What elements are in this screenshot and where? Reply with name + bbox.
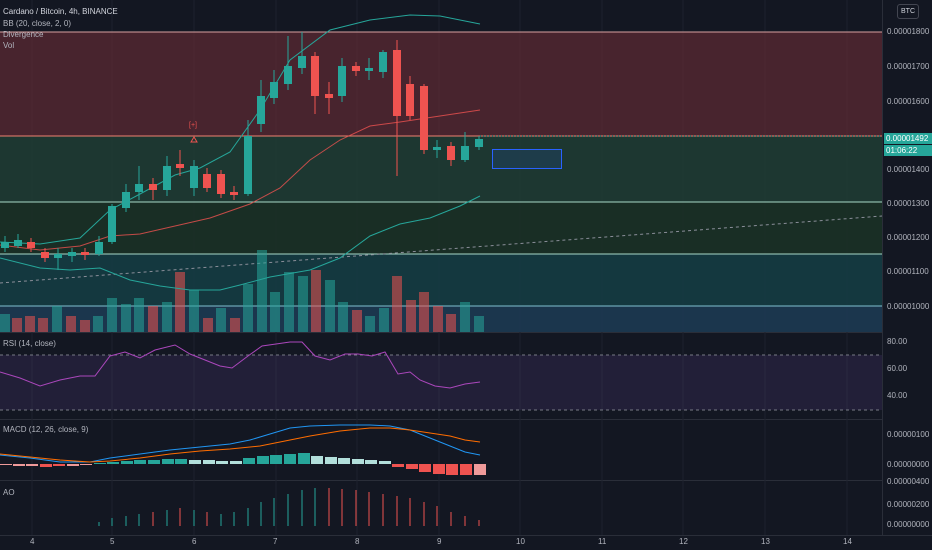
support-zone-1 [0,136,882,202]
price-tick: 0.00001800 [887,27,930,36]
price-axis[interactable] [882,0,932,536]
ao-indicator-label[interactable]: AO [3,488,15,497]
time-tick: 14 [843,537,852,546]
symbol-title: Cardano / Bitcoin, 4h, BINANCE [3,7,118,16]
time-tick: 9 [437,537,442,546]
time-tick: 8 [355,537,360,546]
currency-scale-button[interactable]: BTC [897,4,919,19]
bb-upper [0,14,481,245]
bb-lower [0,195,481,291]
macd-tick: 0.00000100 [887,430,930,439]
support-zone-2 [0,202,882,254]
time-tick: 13 [761,537,770,546]
current-price-tag: 0.00001492 [884,133,932,144]
bar-countdown: 01:06:22 [884,145,932,156]
price-tick: 0.00001300 [887,199,930,208]
time-tick: 6 [192,537,197,546]
price-tick: 0.00001000 [887,302,930,311]
ao-tick: 0.00000200 [887,500,930,509]
volume-indicator-label[interactable]: Vol [3,41,15,50]
divergence-arrow [190,136,198,143]
rsi-pane[interactable] [0,333,882,473]
rsi-tick: 60.00 [887,364,908,373]
price-tick: 0.00001400 [887,165,930,174]
ao-histogram [98,488,480,526]
candles [1,32,483,270]
price-tick: 0.00001100 [887,267,929,276]
price-tick: 0.00001600 [887,97,930,106]
rsi-band [0,355,882,410]
rsi-tick: 40.00 [887,391,908,400]
bb-indicator-label[interactable]: BB (20, close, 2, 0) [3,19,72,28]
ao-tick: 0.00000000 [887,520,930,529]
time-tick: 12 [679,537,688,546]
volume-bars [0,250,484,332]
rsi-tick: 80.00 [887,337,908,346]
support-zone-3 [0,254,882,306]
macd-line [0,424,481,463]
price-tick: 0.00001200 [887,233,930,242]
rsi-indicator-label[interactable]: RSI (14, close) [3,339,56,348]
time-tick: 5 [110,537,115,546]
time-tick: 7 [273,537,278,546]
macd-indicator-label[interactable]: MACD (12, 26, close, 9) [3,425,89,434]
price-tick: 0.00001700 [887,62,930,71]
bb-basis [0,109,481,251]
price-range-box[interactable] [492,149,562,169]
divergence-indicator-label[interactable]: Divergence [3,30,44,39]
macd-histogram [0,453,486,475]
divergence-marker-label: [+] [189,122,197,129]
macd-tick: 0.00000000 [887,460,930,469]
time-tick: 10 [516,537,525,546]
time-tick: 4 [30,537,35,546]
resistance-zone [0,32,882,136]
rsi-line [0,341,481,389]
signal-line [0,427,481,463]
time-tick: 11 [598,537,607,546]
ao-tick: 0.00000400 [887,477,930,486]
